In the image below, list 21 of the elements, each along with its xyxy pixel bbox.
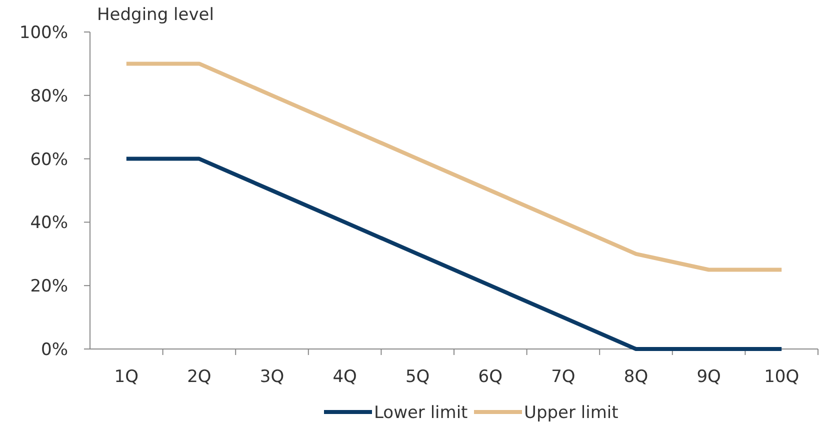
x-tick-label: 3Q — [260, 367, 284, 387]
y-tick-label: 0% — [41, 340, 68, 360]
x-tick-label: 6Q — [478, 367, 502, 387]
x-tick-label: 2Q — [187, 367, 212, 387]
legend-label: Lower limit — [374, 402, 468, 423]
x-tick-label: 7Q — [551, 367, 576, 387]
y-tick-label: 100% — [19, 22, 68, 43]
y-tick-label: 20% — [30, 276, 68, 297]
x-tick-label: 4Q — [332, 367, 357, 387]
y-axis-title: Hedging level — [97, 5, 214, 25]
x-tick-label: 9Q — [696, 367, 721, 387]
line-series — [124, 62, 784, 272]
y-tick-label: 80% — [30, 86, 68, 106]
line-series — [124, 156, 784, 351]
x-tick-label: 8Q — [624, 367, 648, 387]
legend-label: Upper limit — [524, 402, 619, 423]
x-tick-label: 10Q — [764, 367, 800, 387]
y-tick-label: 40% — [30, 213, 68, 234]
x-tick-label: 1Q — [114, 367, 138, 387]
x-tick-label: 5Q — [406, 367, 430, 387]
y-tick-label: 60% — [30, 150, 68, 170]
